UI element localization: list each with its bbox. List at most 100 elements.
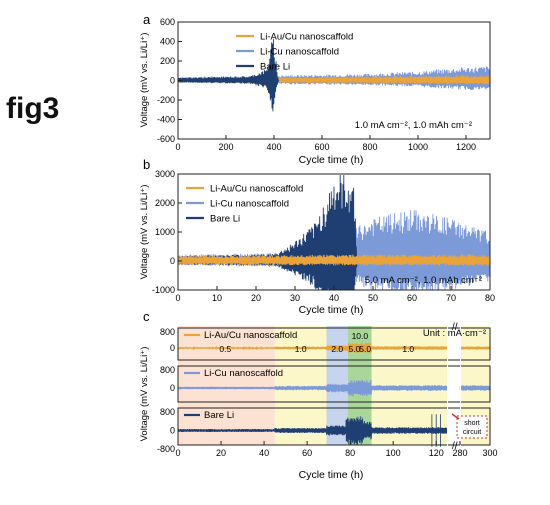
legend-label-cu: Li-Cu nanoscaffold [210, 199, 289, 210]
x-tick-label: 1200 [456, 142, 476, 152]
x-tick-label: 1000 [408, 142, 428, 152]
x-tick-label: 600 [314, 142, 329, 152]
y-tick-label: -1000 [152, 285, 175, 295]
panel-b-letter: b [143, 157, 150, 172]
panel-b-x-label: Cycle time (h) [299, 304, 364, 316]
x-tick-label: 0 [175, 448, 180, 458]
panel-c-letter: c [143, 309, 150, 324]
panel-a-condition: 1.0 mA cm⁻², 1.0 mAh cm⁻² [355, 120, 472, 131]
x-tick-label: 20 [216, 448, 226, 458]
current-step-label: 5.0 [349, 344, 361, 354]
x-tick-label: 300 [482, 448, 497, 458]
figure-label: fig3 [6, 92, 60, 125]
axis-break-mark: // [452, 322, 458, 333]
x-tick-label: 200 [218, 142, 233, 152]
c-subplot-frame [177, 407, 491, 446]
y-tick-label: 0 [170, 383, 175, 393]
series-cu-line [177, 379, 448, 397]
current-step-label: 0.5 [219, 344, 231, 354]
panel-b-condition: 5.0 mA cm⁻², 1.0 mAh cm⁻² [365, 275, 482, 286]
y-tick-label: -400 [157, 115, 175, 125]
x-tick-label: 800 [362, 142, 377, 152]
y-tick-label: 600 [160, 17, 175, 27]
x-tick-label: 280 [452, 448, 467, 458]
x-tick-label: 50 [368, 293, 378, 303]
a-traces [178, 38, 490, 112]
short-circuit-box [456, 415, 488, 439]
legend-label-au: Li-Au/Cu nanoscaffold [210, 184, 303, 195]
y-tick-label: 800 [160, 407, 175, 417]
x-tick-label: 40 [329, 293, 339, 303]
x-tick-label: 60 [302, 448, 312, 458]
legend-label-bare: Bare Li [210, 214, 240, 225]
legend-label-bare: Bare Li [260, 62, 290, 73]
legend-label-bare: Bare Li [204, 410, 234, 421]
y-tick-label: 200 [160, 56, 175, 66]
y-tick-label: 0 [170, 256, 175, 266]
y-tick-label: 2000 [155, 198, 175, 208]
y-tick-label: 0 [170, 426, 175, 436]
legend-label-au: Li-Au/Cu nanoscaffold [204, 330, 297, 341]
panel-b-y-label: Voltage (mV vs. Li/Li⁺) [139, 185, 150, 280]
series-au-line [177, 342, 448, 354]
current-step-label: 1.0 [402, 344, 414, 354]
axis-break-mark: // [452, 441, 458, 452]
y-tick-label: 1000 [155, 227, 175, 237]
legend-label-cu: Li-Cu nanoscaffold [204, 368, 283, 379]
panel-a-y-label: Voltage (mV vs. Li/Li⁺) [139, 33, 150, 128]
series-bare-line [178, 38, 280, 112]
legend-label-cu: Li-Cu nanoscaffold [260, 47, 339, 58]
x-tick-label: 30 [290, 293, 300, 303]
y-tick-label: -200 [157, 95, 175, 105]
y-tick-label: 0 [170, 343, 175, 353]
y-tick-label: 800 [160, 327, 175, 337]
x-tick-label: 70 [446, 293, 456, 303]
short-circuit-arrow [451, 413, 460, 420]
series-cu-line-tail [459, 385, 491, 391]
axis-break [460, 324, 461, 447]
c-subplot-frame [177, 365, 491, 403]
x-tick-label: 10 [212, 293, 222, 303]
c-subplot-bare [177, 414, 448, 447]
series-au-line [178, 254, 490, 266]
c-subplot-frame [177, 327, 491, 361]
series-bare-line [178, 174, 358, 290]
y-tick-label: 0 [170, 76, 175, 86]
x-tick-label: 120 [429, 448, 444, 458]
panel-a-x-label: Cycle time (h) [299, 154, 364, 166]
series-au-line-tail [459, 346, 491, 350]
series-bare-line [177, 414, 448, 447]
current-step-label: 1.0 [295, 344, 307, 354]
panel-c-x-label: Cycle time (h) [299, 469, 364, 481]
axis-break [447, 324, 448, 447]
x-tick-label: 20 [251, 293, 261, 303]
panel-c-y-label: Voltage (mV vs. Li/Li⁺) [139, 347, 150, 442]
y-tick-label: 3000 [155, 169, 175, 179]
rate-shade [274, 326, 327, 445]
b-traces [178, 174, 490, 290]
rate-shade [178, 326, 275, 445]
current-step-label: 5.0 [359, 344, 371, 354]
short-circuit-label: short [464, 420, 480, 427]
x-tick-label: 0 [175, 142, 180, 152]
unit-label: Unit : mA·cm⁻² [423, 328, 486, 339]
y-tick-label: -600 [157, 134, 175, 144]
x-tick-label: 80 [485, 293, 495, 303]
current-step-label: 10.0 [352, 331, 369, 341]
x-tick-label: 40 [259, 448, 269, 458]
x-tick-label: 80 [345, 448, 355, 458]
c-subplot-cu [177, 379, 491, 397]
legend-label-au: Li-Au/Cu nanoscaffold [260, 32, 353, 43]
short-circuit-label: circuit [463, 429, 481, 436]
panel-a: a 0 200 400 600 800 1000 1200 -600 -400 -200 0 200 4… [139, 12, 491, 166]
current-step-label: 2.0 [331, 344, 343, 354]
x-tick-label: 0 [175, 293, 180, 303]
y-tick-label: -800 [157, 444, 175, 454]
y-tick-label: 800 [160, 365, 175, 375]
x-tick-label: 100 [386, 448, 401, 458]
c-subplot-au [177, 342, 491, 354]
panel-a-letter: a [143, 12, 151, 27]
